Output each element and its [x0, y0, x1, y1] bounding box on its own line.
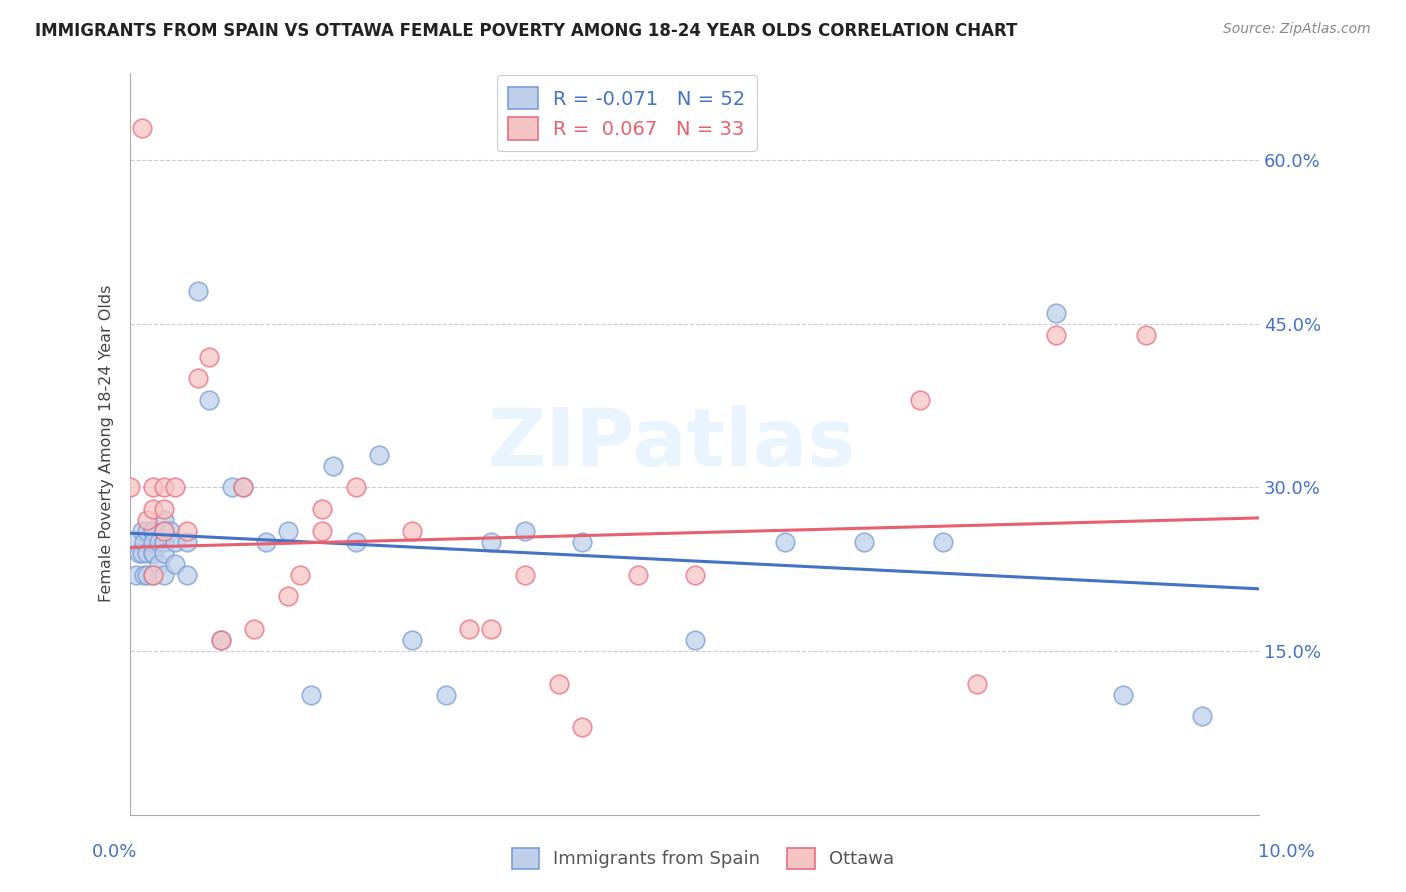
Point	[153, 546, 176, 560]
Text: IMMIGRANTS FROM SPAIN VS OTTAWA FEMALE POVERTY AMONG 18-24 YEAR OLDS CORRELATION: IMMIGRANTS FROM SPAIN VS OTTAWA FEMALE P…	[35, 22, 1018, 40]
Point	[142, 524, 165, 538]
Point	[165, 480, 187, 494]
Point	[142, 535, 165, 549]
Point	[148, 557, 170, 571]
Point	[548, 676, 571, 690]
Point	[209, 633, 232, 648]
Point	[125, 567, 148, 582]
Point	[966, 676, 988, 690]
Point	[311, 502, 333, 516]
Point	[187, 371, 209, 385]
Point	[277, 524, 299, 538]
Point	[434, 688, 457, 702]
Point	[148, 535, 170, 549]
Point	[142, 546, 165, 560]
Point	[344, 480, 367, 494]
Legend: Immigrants from Spain, Ottawa: Immigrants from Spain, Ottawa	[505, 840, 901, 876]
Point	[401, 524, 423, 538]
Point	[299, 688, 322, 702]
Point	[131, 524, 153, 538]
Point	[176, 524, 198, 538]
Point	[1112, 688, 1135, 702]
Point	[932, 535, 955, 549]
Point	[344, 535, 367, 549]
Legend: R = -0.071   N = 52, R =  0.067   N = 33: R = -0.071 N = 52, R = 0.067 N = 33	[496, 75, 756, 152]
Point	[198, 393, 221, 408]
Point	[131, 120, 153, 135]
Point	[153, 502, 176, 516]
Point	[515, 524, 537, 538]
Point	[165, 535, 187, 549]
Point	[142, 502, 165, 516]
Point	[908, 393, 931, 408]
Point	[153, 480, 176, 494]
Point	[571, 535, 593, 549]
Point	[153, 567, 176, 582]
Point	[136, 567, 159, 582]
Point	[571, 720, 593, 734]
Point	[627, 567, 650, 582]
Text: ZIPatlas: ZIPatlas	[488, 405, 856, 483]
Point	[153, 524, 176, 538]
Point	[1045, 306, 1067, 320]
Point	[165, 557, 187, 571]
Point	[159, 524, 181, 538]
Point	[153, 513, 176, 527]
Point	[311, 524, 333, 538]
Point	[277, 590, 299, 604]
Point	[187, 284, 209, 298]
Point	[232, 480, 254, 494]
Point	[122, 535, 145, 549]
Point	[457, 622, 479, 636]
Point	[120, 480, 142, 494]
Point	[136, 546, 159, 560]
Point	[243, 622, 266, 636]
Point	[198, 350, 221, 364]
Point	[852, 535, 875, 549]
Point	[683, 567, 706, 582]
Point	[142, 524, 165, 538]
Text: 10.0%: 10.0%	[1258, 843, 1315, 861]
Point	[515, 567, 537, 582]
Point	[131, 546, 153, 560]
Point	[142, 567, 165, 582]
Point	[322, 458, 344, 473]
Point	[254, 535, 277, 549]
Point	[232, 480, 254, 494]
Point	[142, 567, 165, 582]
Point	[136, 513, 159, 527]
Point	[773, 535, 796, 549]
Y-axis label: Female Poverty Among 18-24 Year Olds: Female Poverty Among 18-24 Year Olds	[100, 285, 114, 602]
Point	[683, 633, 706, 648]
Point	[153, 535, 176, 549]
Point	[1045, 327, 1067, 342]
Point	[128, 546, 150, 560]
Point	[153, 535, 176, 549]
Point	[132, 535, 155, 549]
Point	[367, 448, 389, 462]
Point	[1191, 709, 1213, 723]
Text: 0.0%: 0.0%	[91, 843, 136, 861]
Point	[481, 622, 503, 636]
Point	[1135, 327, 1157, 342]
Point	[481, 535, 503, 549]
Point	[221, 480, 243, 494]
Point	[132, 567, 155, 582]
Point	[176, 535, 198, 549]
Point	[288, 567, 311, 582]
Point	[142, 546, 165, 560]
Point	[153, 524, 176, 538]
Point	[209, 633, 232, 648]
Point	[136, 524, 159, 538]
Text: Source: ZipAtlas.com: Source: ZipAtlas.com	[1223, 22, 1371, 37]
Point	[176, 567, 198, 582]
Point	[401, 633, 423, 648]
Point	[142, 480, 165, 494]
